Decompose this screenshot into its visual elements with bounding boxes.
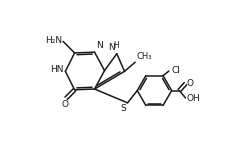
Text: O: O [62, 100, 69, 109]
Text: N: N [96, 41, 103, 50]
Text: H: H [114, 41, 119, 50]
Text: Cl: Cl [171, 66, 180, 75]
Text: S: S [121, 104, 126, 113]
Text: N: N [108, 43, 115, 52]
Text: OH: OH [186, 94, 200, 103]
Text: CH₃: CH₃ [136, 52, 152, 61]
Text: O: O [186, 79, 193, 88]
Text: HN: HN [50, 65, 63, 74]
Text: H₂N: H₂N [45, 36, 62, 45]
